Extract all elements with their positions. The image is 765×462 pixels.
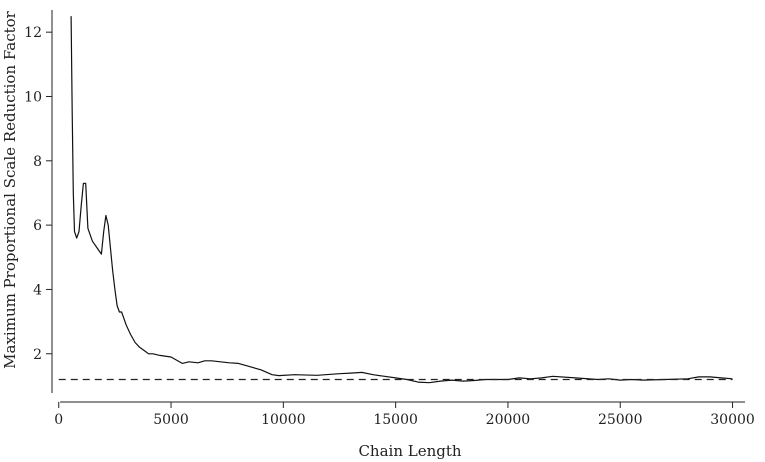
x-tick-label: 10000 (261, 412, 306, 428)
series-layer (58, 16, 733, 384)
x-tick-label: 25000 (598, 412, 643, 428)
y-tick-label: 6 (33, 218, 42, 234)
x-axis-ticks: 0 5000 10000 15000 20000 25000 30000 (54, 402, 755, 428)
x-tick-label: 5000 (153, 412, 189, 428)
y-tick-label: 8 (33, 154, 42, 170)
x-tick-label: 0 (54, 412, 63, 428)
y-tick-label: 4 (33, 282, 42, 298)
y-tick-label: 2 (33, 347, 42, 363)
y-axis-label: Maximum Proportional Scale Reduction Fac… (1, 10, 19, 369)
plot-area: 0 5000 10000 15000 20000 25000 30000 2 4 6 8 10 12 (24, 10, 755, 428)
y-tick-label: 12 (24, 25, 42, 41)
x-tick-label: 30000 (710, 412, 755, 428)
psrf-series-line (70, 16, 733, 384)
x-tick-label: 15000 (373, 412, 418, 428)
y-axis-ticks: 2 4 6 8 10 12 (24, 25, 52, 363)
x-axis-label: Chain Length (358, 442, 461, 460)
y-tick-label: 10 (24, 89, 42, 105)
x-tick-label: 20000 (486, 412, 531, 428)
